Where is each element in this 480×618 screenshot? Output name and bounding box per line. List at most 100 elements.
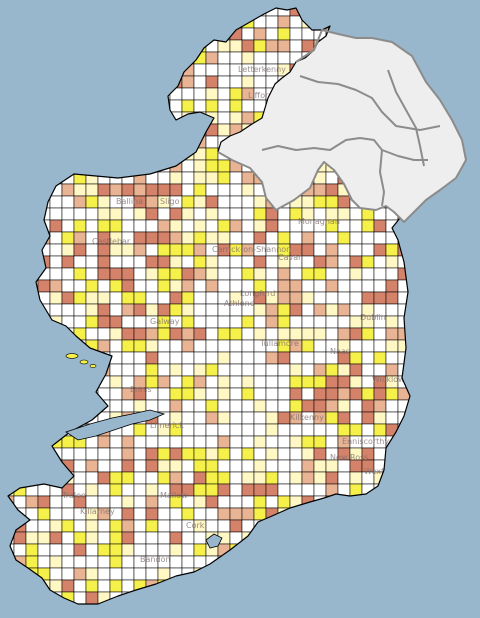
grid-square[interactable] [397, 507, 410, 521]
grid-square[interactable] [385, 567, 399, 581]
grid-square[interactable] [25, 195, 39, 209]
grid-square[interactable] [397, 555, 410, 569]
grid-square[interactable] [145, 231, 159, 245]
grid-square[interactable] [349, 351, 363, 365]
grid-square[interactable] [277, 363, 291, 377]
grid-square[interactable] [325, 531, 339, 545]
grid-square[interactable] [205, 387, 219, 401]
grid-square[interactable] [446, 460, 458, 472]
grid-square[interactable] [181, 363, 195, 377]
grid-square[interactable] [458, 280, 470, 292]
grid-square[interactable] [241, 195, 255, 209]
grid-square[interactable] [434, 376, 446, 388]
grid-square[interactable] [229, 195, 243, 209]
grid-square[interactable] [133, 339, 147, 353]
grid-square[interactable] [169, 387, 183, 401]
grid-square[interactable] [458, 592, 470, 604]
grid-square[interactable] [157, 135, 171, 149]
grid-square[interactable] [205, 255, 219, 269]
grid-square[interactable] [85, 303, 99, 317]
grid-square[interactable] [313, 255, 327, 269]
grid-square[interactable] [121, 39, 135, 53]
grid-square[interactable] [109, 27, 123, 41]
grid-square[interactable] [13, 183, 27, 197]
grid-square[interactable] [121, 579, 135, 593]
grid-square[interactable] [241, 471, 255, 485]
grid-square[interactable] [37, 471, 51, 485]
grid-square[interactable] [193, 27, 207, 41]
grid-square[interactable] [145, 267, 159, 281]
grid-square[interactable] [181, 315, 195, 329]
grid-square[interactable] [145, 303, 159, 317]
grid-square[interactable] [289, 39, 303, 53]
grid-square[interactable] [181, 531, 195, 545]
grid-square[interactable] [157, 279, 171, 293]
grid-square[interactable] [133, 123, 147, 137]
grid-square[interactable] [409, 483, 422, 497]
grid-square[interactable] [446, 232, 458, 244]
grid-square[interactable] [325, 471, 339, 485]
grid-square[interactable] [2, 291, 15, 305]
grid-square[interactable] [2, 63, 15, 77]
grid-square[interactable] [277, 579, 291, 593]
grid-square[interactable] [446, 16, 458, 28]
grid-square[interactable] [361, 267, 375, 281]
grid-square[interactable] [458, 40, 470, 52]
grid-square[interactable] [313, 375, 327, 389]
grid-square[interactable] [85, 99, 99, 113]
grid-square[interactable] [470, 52, 480, 64]
grid-square[interactable] [301, 459, 315, 473]
grid-square[interactable] [181, 387, 195, 401]
grid-square[interactable] [85, 387, 99, 401]
grid-square[interactable] [97, 447, 111, 461]
grid-square[interactable] [253, 591, 267, 604]
grid-square[interactable] [157, 171, 171, 185]
grid-square[interactable] [325, 543, 339, 557]
grid-square[interactable] [169, 135, 183, 149]
grid-square[interactable] [157, 447, 171, 461]
grid-square[interactable] [422, 4, 434, 16]
grid-square[interactable] [301, 267, 315, 281]
grid-square[interactable] [49, 243, 63, 257]
grid-square[interactable] [349, 579, 363, 593]
grid-square[interactable] [434, 52, 446, 64]
grid-square[interactable] [337, 519, 351, 533]
grid-square[interactable] [446, 268, 458, 280]
grid-square[interactable] [61, 279, 75, 293]
grid-square[interactable] [349, 243, 363, 257]
grid-square[interactable] [301, 255, 315, 269]
grid-square[interactable] [301, 471, 315, 485]
grid-square[interactable] [25, 303, 39, 317]
grid-square[interactable] [85, 579, 99, 593]
grid-square[interactable] [253, 219, 267, 233]
grid-square[interactable] [265, 303, 279, 317]
grid-square[interactable] [49, 363, 63, 377]
grid-square[interactable] [301, 531, 315, 545]
grid-square[interactable] [121, 51, 135, 65]
grid-square[interactable] [181, 15, 195, 29]
grid-square[interactable] [157, 507, 171, 521]
grid-square[interactable] [349, 339, 363, 353]
grid-square[interactable] [217, 507, 231, 521]
grid-square[interactable] [253, 447, 267, 461]
grid-square[interactable] [470, 484, 480, 496]
grid-square[interactable] [2, 51, 15, 65]
grid-square[interactable] [446, 4, 458, 16]
grid-square[interactable] [169, 603, 183, 616]
grid-square[interactable] [145, 255, 159, 269]
grid-square[interactable] [397, 387, 410, 401]
grid-square[interactable] [109, 75, 123, 89]
grid-square[interactable] [458, 448, 470, 460]
grid-square[interactable] [253, 75, 267, 89]
grid-square[interactable] [121, 75, 135, 89]
grid-square[interactable] [205, 159, 219, 173]
grid-square[interactable] [109, 123, 123, 137]
grid-square[interactable] [373, 255, 387, 269]
grid-square[interactable] [325, 4, 339, 17]
grid-square[interactable] [458, 292, 470, 304]
grid-square[interactable] [169, 51, 183, 65]
grid-square[interactable] [73, 4, 87, 17]
grid-square[interactable] [434, 532, 446, 544]
grid-square[interactable] [361, 387, 375, 401]
grid-square[interactable] [109, 399, 123, 413]
